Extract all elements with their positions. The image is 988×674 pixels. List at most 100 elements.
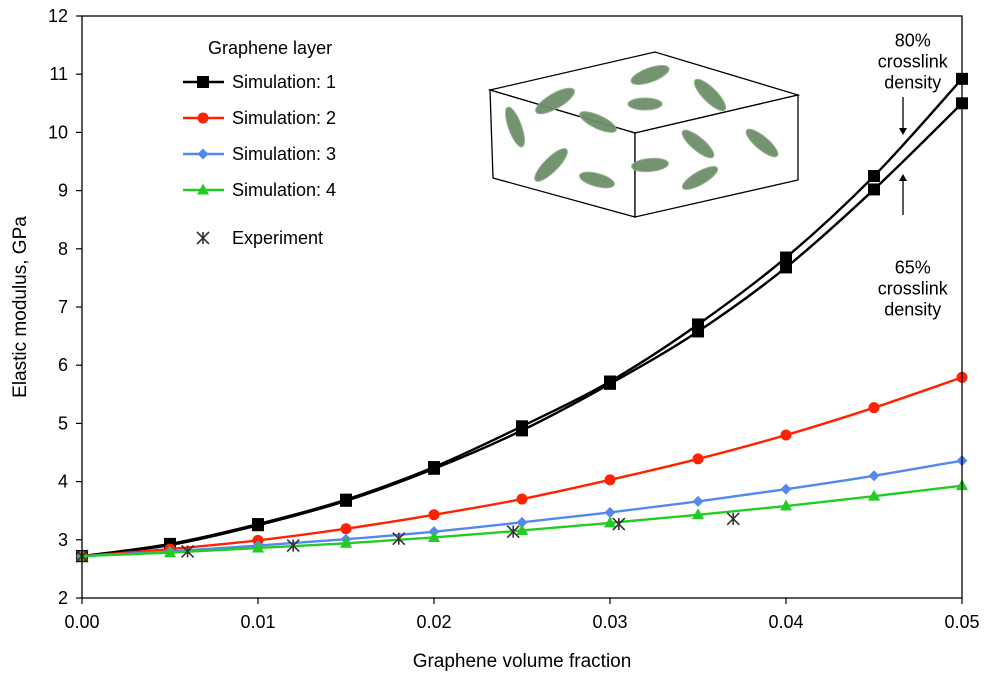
x-tick-label-5: 0.04 bbox=[768, 612, 803, 632]
x-tick-label-2: 0.01 bbox=[240, 612, 275, 632]
graphene-flake-5 bbox=[579, 111, 617, 133]
y-tick-label-10: 11 bbox=[49, 64, 68, 84]
graphene-flake-3 bbox=[693, 78, 727, 112]
annotation-1-line-3: density bbox=[884, 73, 941, 93]
graphene-composite-inset bbox=[487, 51, 801, 218]
y-tick-label-7: 8 bbox=[58, 239, 68, 259]
series-5-point-4 bbox=[340, 536, 352, 548]
series-4-point-9 bbox=[780, 483, 792, 495]
series-6-point-7 bbox=[726, 512, 740, 526]
legend-item-4: Simulation: 4 bbox=[183, 180, 336, 200]
series-2-point-6 bbox=[516, 424, 528, 437]
graphene-flake-7 bbox=[534, 148, 568, 182]
x-tick-label-3: 0.02 bbox=[416, 612, 451, 632]
series-4-line bbox=[81, 459, 963, 558]
x-tick-label-1: 0.00 bbox=[64, 612, 99, 632]
series-3-point-4 bbox=[340, 523, 352, 535]
graphene-flake-11 bbox=[681, 166, 719, 190]
legend-item-2-label: Simulation: 2 bbox=[232, 108, 336, 128]
series-4-point-8 bbox=[692, 495, 704, 507]
graphene-flake-12 bbox=[745, 128, 779, 158]
legend-item-3-marker bbox=[197, 148, 209, 160]
series-1-point-9 bbox=[780, 251, 792, 264]
series-5-point-3 bbox=[252, 541, 264, 553]
series-5-point-2 bbox=[164, 546, 176, 558]
legend-item-5-label: Experiment bbox=[232, 228, 323, 248]
graphene-flake-1 bbox=[535, 87, 575, 115]
series-6-point-4 bbox=[392, 532, 406, 546]
graphene-flake-9 bbox=[631, 157, 669, 173]
series-6-point-5 bbox=[506, 525, 520, 539]
series-4-point-10 bbox=[868, 470, 880, 482]
legend-item-3-label: Simulation: 3 bbox=[232, 144, 336, 164]
series-1-point-10 bbox=[868, 170, 880, 183]
legend-title: Graphene layer bbox=[208, 38, 332, 58]
series-2-line bbox=[81, 102, 963, 558]
y-tick-label-9: 10 bbox=[48, 122, 68, 142]
series-4-point-6 bbox=[516, 516, 528, 528]
graphene-flake-4 bbox=[627, 97, 663, 111]
plot-series bbox=[75, 72, 968, 563]
y-tick-label-1: 2 bbox=[58, 588, 68, 608]
annotation-2-line-1: 65% bbox=[895, 258, 931, 278]
y-tick-label-6: 7 bbox=[58, 297, 68, 317]
x-tick-label-6: 0.05 bbox=[944, 612, 979, 632]
y-tick-label-3: 4 bbox=[58, 472, 68, 492]
legend-item-2: Simulation: 2 bbox=[183, 108, 336, 128]
series-5-point-9 bbox=[780, 499, 792, 511]
series-2-point-3 bbox=[252, 519, 264, 532]
series-6-point-6 bbox=[612, 517, 626, 531]
y-axis-label: Elastic modulus, GPa bbox=[10, 216, 31, 398]
series-5-point-7 bbox=[604, 516, 616, 528]
series-6-point-2 bbox=[181, 544, 195, 559]
legend-item-1: Simulation: 1 bbox=[183, 72, 336, 92]
axes: 0.00 0.01 0.02 0.03 0.04 0.05 2 3 4 5 6 7 8 9 10 11 12 Gr… bbox=[10, 6, 980, 672]
series-2-point-10 bbox=[868, 183, 880, 196]
series-3-point-10 bbox=[868, 402, 880, 414]
legend: Graphene layer Simulation: 1 Simulation: 2… bbox=[183, 38, 336, 248]
x-tick-label-4: 0.03 bbox=[592, 612, 627, 632]
series-2 bbox=[76, 97, 968, 563]
legend-item-2-marker bbox=[197, 112, 209, 124]
legend-item-5: Experiment bbox=[196, 228, 323, 248]
series-6-point-3 bbox=[286, 539, 300, 553]
annotation-2-line-2: crosslink bbox=[878, 279, 949, 299]
inset-box-side bbox=[634, 94, 799, 218]
series-5-point-5 bbox=[428, 530, 440, 542]
graphene-flake-10 bbox=[681, 129, 715, 159]
series-2-point-5 bbox=[428, 462, 440, 475]
legend-item-1-marker bbox=[197, 76, 209, 88]
series-3-point-9 bbox=[780, 429, 792, 441]
series-4-point-7 bbox=[604, 506, 616, 518]
series-5-point-8 bbox=[692, 508, 704, 520]
series-3-point-8 bbox=[692, 453, 704, 465]
annotation-1-line-1: 80% bbox=[895, 31, 931, 51]
y-tick-label-2: 3 bbox=[58, 530, 68, 550]
series-2-point-8 bbox=[692, 325, 704, 338]
series-5-point-10 bbox=[868, 489, 880, 501]
graphene-flake-2 bbox=[630, 65, 670, 85]
y-tick-label-5: 6 bbox=[58, 355, 68, 375]
annotation-1-arrowhead bbox=[899, 128, 907, 135]
graphene-flake-8 bbox=[579, 171, 615, 189]
x-axis-label: Graphene volume fraction bbox=[413, 651, 632, 672]
legend-item-1-label: Simulation: 1 bbox=[232, 72, 336, 92]
legend-item-4-label: Simulation: 4 bbox=[232, 180, 336, 200]
legend-item-4-marker bbox=[197, 183, 209, 195]
y-tick-label-4: 5 bbox=[58, 413, 68, 433]
graphene-flake-6 bbox=[505, 106, 525, 148]
series-3-point-5 bbox=[428, 509, 440, 521]
series-3-point-7 bbox=[604, 474, 616, 486]
series-2-point-4 bbox=[340, 494, 352, 507]
series-5-point-6 bbox=[516, 523, 528, 535]
legend-item-5-marker bbox=[196, 231, 210, 245]
annotation-2-line-3: density bbox=[884, 300, 941, 320]
legend-item-3: Simulation: 3 bbox=[183, 144, 336, 164]
y-tick-label-11: 12 bbox=[48, 6, 68, 26]
y-tick-label-8: 9 bbox=[58, 181, 68, 201]
